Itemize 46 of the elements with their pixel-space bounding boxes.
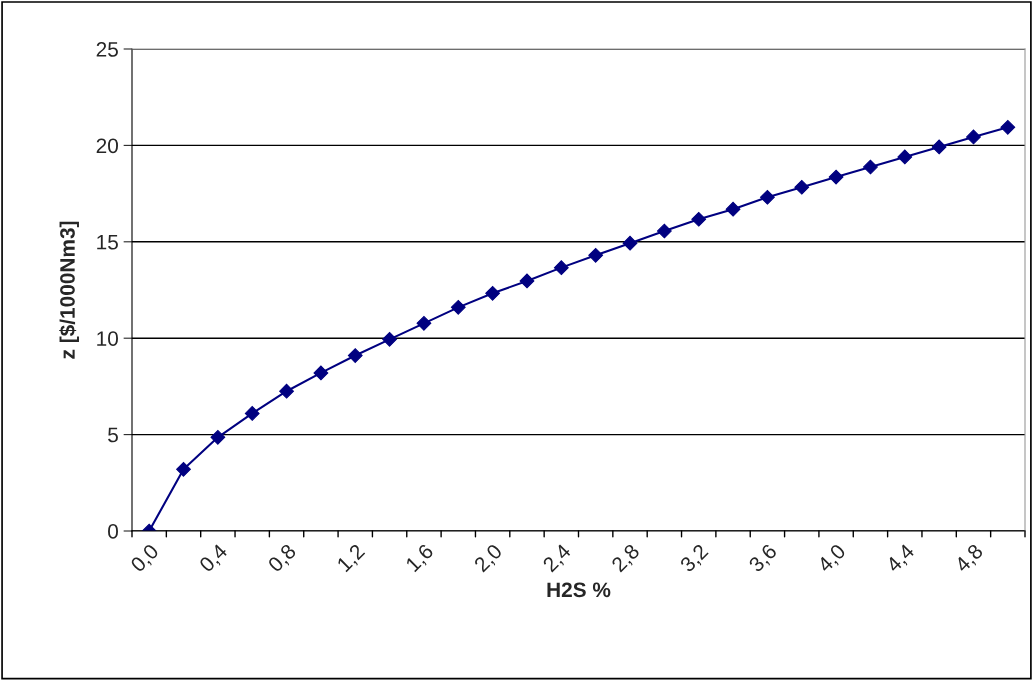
point [210,429,226,445]
x-tick-label: 2,8 [610,543,642,575]
x-tick-label: 0,0 [129,543,162,575]
y-tick-label: 25 [96,42,118,57]
y-axis-title: z [$/1000Nm3] [59,221,79,359]
point [622,235,638,251]
y-tick-label: 10 [97,331,118,346]
point [244,406,260,421]
y-tick-label: 0 [108,524,118,539]
x-tick-label: 1,2 [336,543,368,575]
x-axis-title: H2S % [547,582,611,598]
point [1000,119,1016,135]
point [382,331,397,347]
point [897,149,913,165]
x-tick-label: 0,8 [267,543,299,575]
point [725,201,741,217]
x-tick-label: 1,6 [404,543,436,575]
x-tick-label: 3,6 [747,543,780,575]
x-tick-label: 2,0 [473,543,505,575]
point [347,348,363,363]
x-tick-label: 4,8 [953,543,986,575]
point [828,169,844,185]
x-tick-label: 0,4 [198,542,230,575]
x-tick-label: 4,0 [816,543,849,575]
point [863,159,878,175]
point [279,383,294,399]
point [691,211,707,227]
point [794,179,810,195]
point [313,365,329,381]
point [553,260,569,276]
point [931,139,947,155]
x-tick-label: 3,2 [679,543,711,575]
point [450,299,466,315]
point [519,273,535,289]
y-tick-label: 5 [108,427,118,443]
point [416,315,432,331]
point [485,285,501,301]
x-tick-label: 4,4 [885,543,917,575]
point [966,129,981,145]
point [656,223,672,239]
y-tick-label: 20 [96,138,118,154]
point [760,189,775,205]
point [176,461,191,477]
x-tick-label: 2,4 [541,542,574,575]
y-tick-label: 15 [97,235,118,250]
point [588,247,604,263]
